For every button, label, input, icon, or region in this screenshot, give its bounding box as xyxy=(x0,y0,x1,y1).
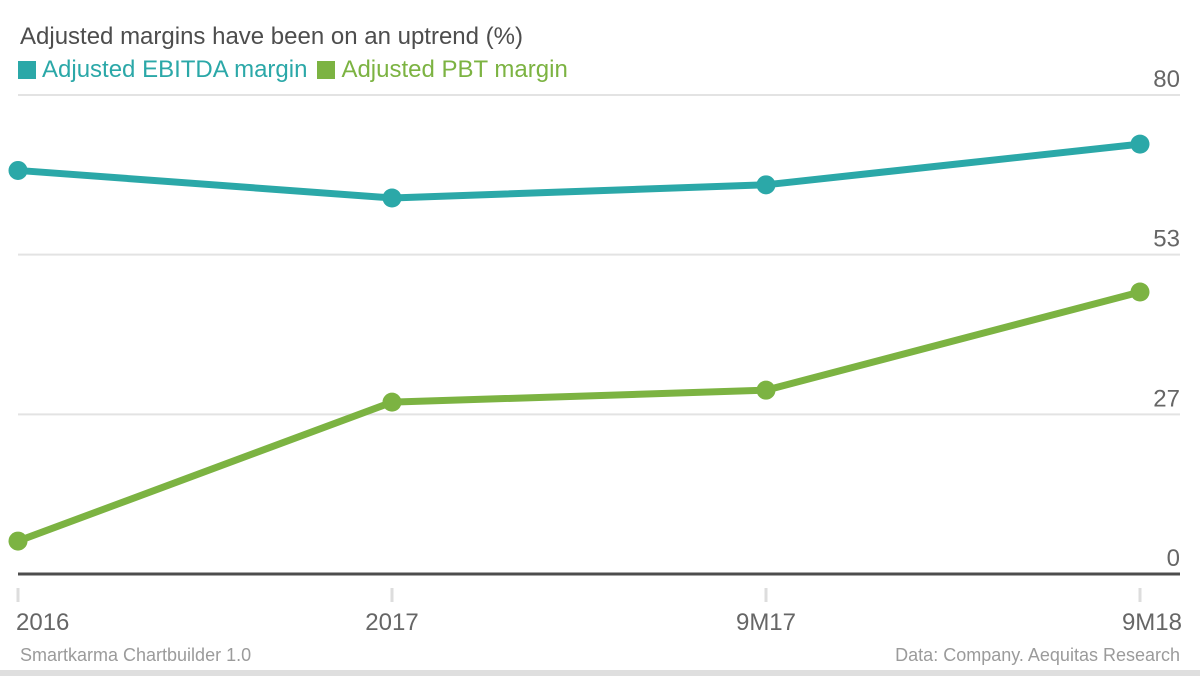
y-axis-label: 53 xyxy=(1153,226,1180,253)
data-point xyxy=(1130,282,1150,302)
x-axis-label: 2017 xyxy=(365,609,418,636)
x-axis-label: 9M17 xyxy=(736,609,796,636)
series-line-0 xyxy=(14,140,1144,202)
data-point xyxy=(8,531,28,551)
bottom-border xyxy=(0,670,1200,676)
chart-title: Adjusted margins have been on an uptrend… xyxy=(20,23,523,50)
x-axis-label: 2016 xyxy=(16,609,69,636)
legend-swatch-icon xyxy=(317,61,336,79)
y-axis-label: 80 xyxy=(1153,66,1180,93)
footer-source: Data: Company. Aequitas Research xyxy=(895,645,1180,665)
legend-item-0: Adjusted EBITDA margin xyxy=(18,58,307,82)
y-axis-label: 27 xyxy=(1153,385,1180,412)
legend-swatch-icon xyxy=(18,61,36,79)
data-point xyxy=(1130,134,1150,154)
series-line-1 xyxy=(14,288,1144,545)
legend-label: Adjusted EBITDA margin xyxy=(42,56,308,83)
legend-item-1: Adjusted PBT margin xyxy=(317,56,568,83)
data-point xyxy=(382,392,402,412)
footer-credit: Smartkarma Chartbuilder 1.0 xyxy=(20,645,252,665)
data-point xyxy=(8,160,28,180)
x-axis-label: 9M18 xyxy=(1122,609,1182,636)
legend-label: Adjusted PBT margin xyxy=(341,56,568,83)
y-axis-label: 0 xyxy=(1167,545,1180,572)
data-point xyxy=(756,380,776,400)
legend: Adjusted EBITDA margin Adjusted PBT margi… xyxy=(18,58,568,82)
data-point xyxy=(756,175,776,195)
data-point xyxy=(382,188,402,208)
